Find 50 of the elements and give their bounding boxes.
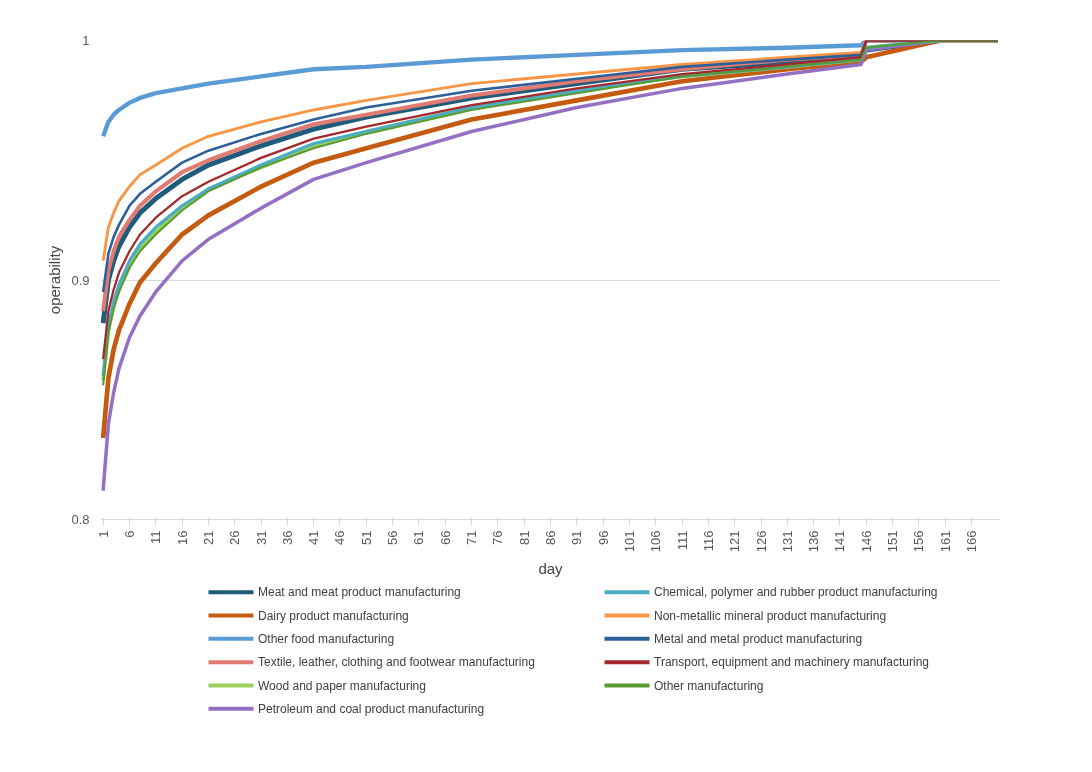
x-tick-label: 46 [332,530,348,545]
x-tick-label: 146 [858,530,874,553]
x-tick-label: 11 [148,530,164,544]
x-tick-label: 41 [306,530,322,545]
x-tick-label: 51 [358,530,374,545]
legend-label: Wood and paper manufacturing [258,678,426,693]
y-tick-label: 1 [82,33,90,48]
x-tick-label: 26 [227,530,243,545]
legend-label: Meat and meat product manufacturing [258,585,461,600]
x-tick-label: 16 [174,530,190,545]
x-tick-label: 6 [121,530,137,538]
x-tick-label: 61 [411,530,427,545]
x-tick-label: 36 [279,530,295,545]
x-tick-label: 76 [490,530,506,545]
x-tick-label: 151 [885,530,901,553]
x-tick-label: 1 [95,530,111,538]
y-tick-label: 0.9 [71,272,90,288]
legend-label: Metal and metal product manufacturing [654,631,863,646]
x-tick-label: 91 [569,530,585,545]
x-tick-label: 56 [385,530,401,545]
x-tick-label: 166 [964,530,980,553]
legend-label: Transport, equipment and machinery manufacturing [654,655,930,670]
x-tick-label: 111 [674,530,690,551]
x-tick-label: 121 [727,530,743,553]
legend-label: Non-metallic mineral product manufacturing [654,608,887,623]
y-axis-title: operability [46,245,64,315]
y-tick-label: 0.8 [71,512,90,527]
legend-label: Petroleum and coal product manufacturing [258,701,485,716]
legend-label: Other manufacturing [654,678,764,693]
x-tick-label: 86 [543,530,558,545]
x-tick-label: 71 [464,530,480,545]
x-tick-label: 156 [911,530,927,553]
x-tick-label: 161 [937,530,953,553]
x-tick-label: 96 [595,530,611,545]
x-tick-label: 106 [648,530,664,553]
x-tick-label: 136 [806,530,822,553]
x-axis-title: day [538,560,564,578]
legend-label: Dairy product manufacturing [258,608,409,623]
x-tick-label: 21 [200,530,216,545]
x-tick-label: 66 [437,530,453,545]
x-tick-label: 101 [621,530,637,553]
x-tick-label: 116 [700,530,716,552]
legend-label: Chemical, polymer and rubber product manufacturing [654,585,938,600]
x-tick-label: 126 [753,530,769,553]
x-tick-label: 81 [516,530,532,545]
x-tick-label: 141 [832,530,848,553]
legend-label: Other food manufacturing [258,631,395,646]
x-tick-label: 131 [779,530,795,553]
x-tick-label: 31 [253,530,269,545]
legend-label: Textile, leather, clothing and footwear manufacturing [258,655,535,670]
